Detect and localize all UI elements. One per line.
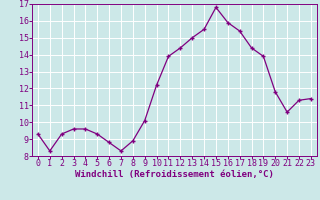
X-axis label: Windchill (Refroidissement éolien,°C): Windchill (Refroidissement éolien,°C) (75, 170, 274, 179)
